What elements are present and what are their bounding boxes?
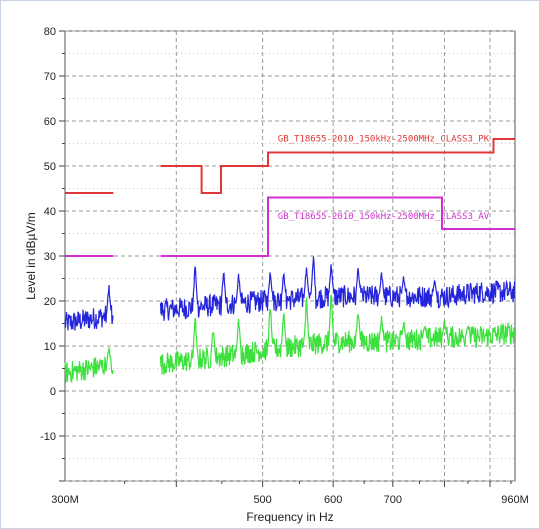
- measurement-traces: [64, 256, 516, 383]
- grid-lines: [65, 30, 515, 482]
- y-tick-label: 60: [44, 116, 56, 128]
- limit-line-1-segment-1: [160, 196, 515, 257]
- x-tick-label: 600: [324, 494, 342, 506]
- axis-ticks: [59, 30, 512, 487]
- x-tick-label: 500: [253, 494, 271, 506]
- y-tick-label: 20: [44, 296, 56, 308]
- y-axis-title: Level in dBµV/m: [24, 212, 38, 300]
- tick-labels: 80 70 60 50 40 30 20 10 0 -10 300M 500 600 700 960M: [40, 26, 529, 506]
- limit-annotation-0: GB_T18655-2010_150kHz-2500MHz_CLASS3_PK: [278, 134, 490, 144]
- x-tick-label: 700: [384, 494, 402, 506]
- trace-0-segment-0: [64, 284, 114, 331]
- y-tick-label: 10: [44, 341, 56, 353]
- x-axis-title: Frequency in Hz: [246, 510, 333, 524]
- x-tick-label: 960M: [501, 494, 529, 506]
- limit-line-0-segment-1: [160, 138, 515, 194]
- y-tick-label: 0: [50, 386, 56, 398]
- y-tick-label: 50: [44, 161, 56, 173]
- y-tick-label: 40: [44, 206, 56, 218]
- limit-annotation-1: GB_T18655-2010_150kHz-2500MHz_CLASS3_AV: [278, 212, 490, 222]
- annotations: GB_T18655-2010_150kHz-2500MHz_CLASS3_PK G…: [278, 134, 490, 222]
- y-tick-label: 80: [44, 26, 56, 38]
- limit-lines: [65, 138, 515, 257]
- trace-0-segment-1: [159, 256, 516, 321]
- y-tick-label: -10: [40, 431, 56, 443]
- y-tick-label: 30: [44, 251, 56, 263]
- trace-1-segment-0: [64, 347, 114, 383]
- trace-1-segment-1: [159, 294, 516, 375]
- x-tick-label: 300M: [51, 494, 79, 506]
- y-tick-label: 70: [44, 71, 56, 83]
